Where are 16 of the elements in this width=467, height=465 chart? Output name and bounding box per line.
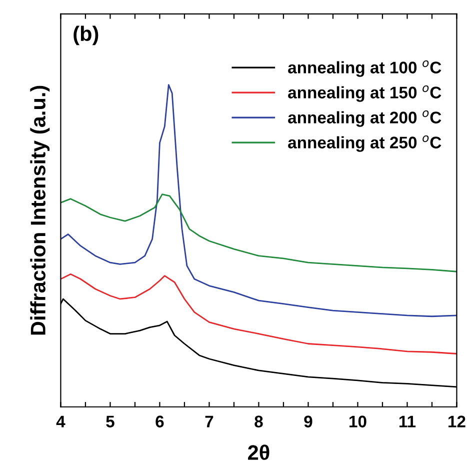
legend-label: annealing at 150 $^{o}$C <box>288 85 442 102</box>
x-tick-label: 6 <box>156 416 164 428</box>
x-tick-label: 4 <box>56 416 66 428</box>
x-tick-label: 5 <box>106 416 114 428</box>
x-tick-label: 10 <box>350 416 366 428</box>
x-tick-label: 7 <box>205 416 214 428</box>
text: (b) <box>74 26 98 46</box>
legend-label: annealing at 100 $^{o}$C <box>288 60 442 77</box>
x-axis-title: 2θ <box>248 444 270 460</box>
legend-label: annealing at 250 $^{o}$C <box>288 135 442 152</box>
legend-label: annealing at 200 $^{o}$C <box>288 110 442 127</box>
x-tick-label: 9 <box>304 416 312 428</box>
x-tick-label: 11 <box>399 416 416 428</box>
x-tick-label: 8 <box>254 416 263 428</box>
y-axis-title: Diffraction Intensity (a.u.) <box>30 86 50 335</box>
x-tick-label: 12 <box>448 416 466 428</box>
